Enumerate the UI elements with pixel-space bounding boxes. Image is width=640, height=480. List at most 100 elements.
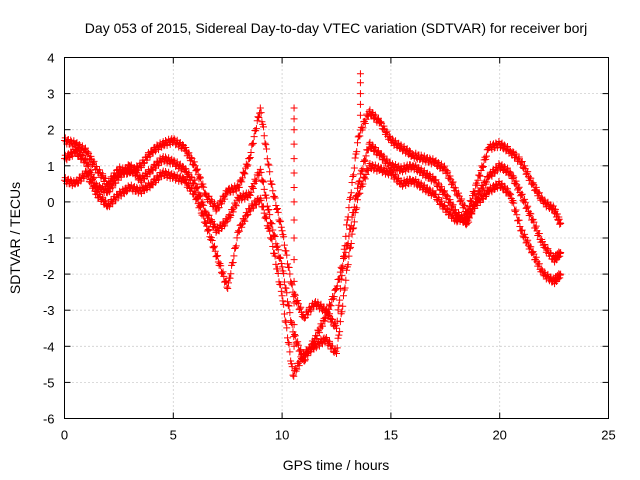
data-point — [99, 170, 107, 178]
data-point — [238, 223, 246, 231]
data-point — [458, 195, 466, 203]
data-point — [336, 328, 344, 336]
data-point — [527, 174, 535, 182]
data-point — [266, 211, 274, 219]
data-point — [259, 177, 267, 185]
y-tick-label: -5 — [43, 375, 55, 390]
data-point — [478, 162, 486, 170]
data-point — [353, 204, 361, 212]
data-point — [446, 196, 454, 204]
data-point — [510, 199, 518, 207]
data-point — [362, 152, 370, 160]
data-point — [226, 274, 234, 282]
data-point — [77, 177, 85, 185]
data-point — [290, 155, 298, 163]
data-point — [89, 159, 97, 167]
data-point — [266, 218, 274, 226]
data-point — [257, 109, 265, 117]
data-point — [511, 207, 519, 215]
data-point — [342, 276, 350, 284]
data-point — [90, 157, 98, 165]
data-point — [521, 230, 529, 238]
data-point — [267, 234, 275, 242]
data-point — [257, 196, 265, 204]
data-point — [517, 158, 525, 166]
data-point — [335, 301, 343, 309]
data-point — [356, 189, 364, 197]
data-point — [288, 281, 296, 289]
data-point — [269, 187, 277, 195]
data-point — [229, 208, 237, 216]
data-point — [210, 242, 218, 250]
data-point — [205, 226, 213, 234]
data-point — [204, 226, 212, 234]
data-point — [521, 195, 529, 203]
data-point — [263, 202, 271, 210]
data-point — [325, 305, 333, 313]
y-tick-label: -2 — [43, 267, 55, 282]
data-point — [285, 302, 293, 310]
data-point — [482, 155, 490, 163]
data-point — [265, 206, 273, 214]
data-point — [65, 154, 73, 162]
data-point — [497, 162, 505, 170]
data-point — [266, 227, 274, 235]
data-point — [346, 193, 354, 201]
data-point — [187, 184, 195, 192]
data-point — [455, 189, 463, 197]
series-track-c — [61, 160, 565, 380]
data-point — [359, 124, 367, 132]
data-points — [61, 70, 565, 380]
y-tick-label: 0 — [47, 195, 54, 210]
data-point — [280, 310, 288, 318]
data-point — [283, 289, 291, 297]
data-point — [228, 261, 236, 269]
data-point — [374, 114, 382, 122]
data-point — [535, 230, 543, 238]
data-point — [449, 201, 457, 209]
data-point — [219, 268, 227, 276]
data-point — [87, 176, 95, 184]
data-point — [315, 329, 323, 337]
x-tick-label: 25 — [601, 428, 615, 443]
data-point — [190, 176, 198, 184]
series-peak-column — [356, 70, 364, 119]
data-point — [359, 180, 367, 188]
data-point — [327, 302, 335, 310]
data-point — [333, 285, 340, 293]
y-tick-label: -1 — [43, 231, 55, 246]
data-point — [272, 202, 280, 210]
data-point — [345, 252, 353, 260]
x-tick-label: 10 — [275, 428, 289, 443]
data-point — [245, 155, 253, 163]
data-point — [290, 104, 298, 112]
data-point — [526, 209, 534, 217]
data-point — [227, 270, 235, 278]
y-tick-label: 4 — [47, 51, 54, 66]
data-point — [289, 371, 297, 379]
data-point — [441, 187, 449, 195]
data-point — [359, 165, 367, 173]
data-point — [193, 194, 201, 202]
data-point — [557, 248, 565, 256]
data-point — [229, 258, 237, 266]
data-point — [273, 265, 281, 273]
data-point — [85, 172, 93, 180]
data-point — [351, 154, 359, 162]
data-point — [290, 277, 298, 285]
data-point — [272, 260, 280, 268]
data-point — [281, 317, 289, 325]
data-point — [286, 270, 294, 278]
data-point — [528, 180, 536, 188]
data-point — [109, 200, 117, 208]
data-point — [266, 177, 274, 185]
data-point — [290, 372, 298, 380]
data-point — [117, 173, 125, 181]
data-point — [155, 161, 163, 169]
data-point — [346, 245, 354, 253]
data-point — [84, 148, 92, 156]
data-point — [451, 184, 459, 192]
data-point — [351, 209, 359, 217]
data-point — [319, 322, 327, 330]
